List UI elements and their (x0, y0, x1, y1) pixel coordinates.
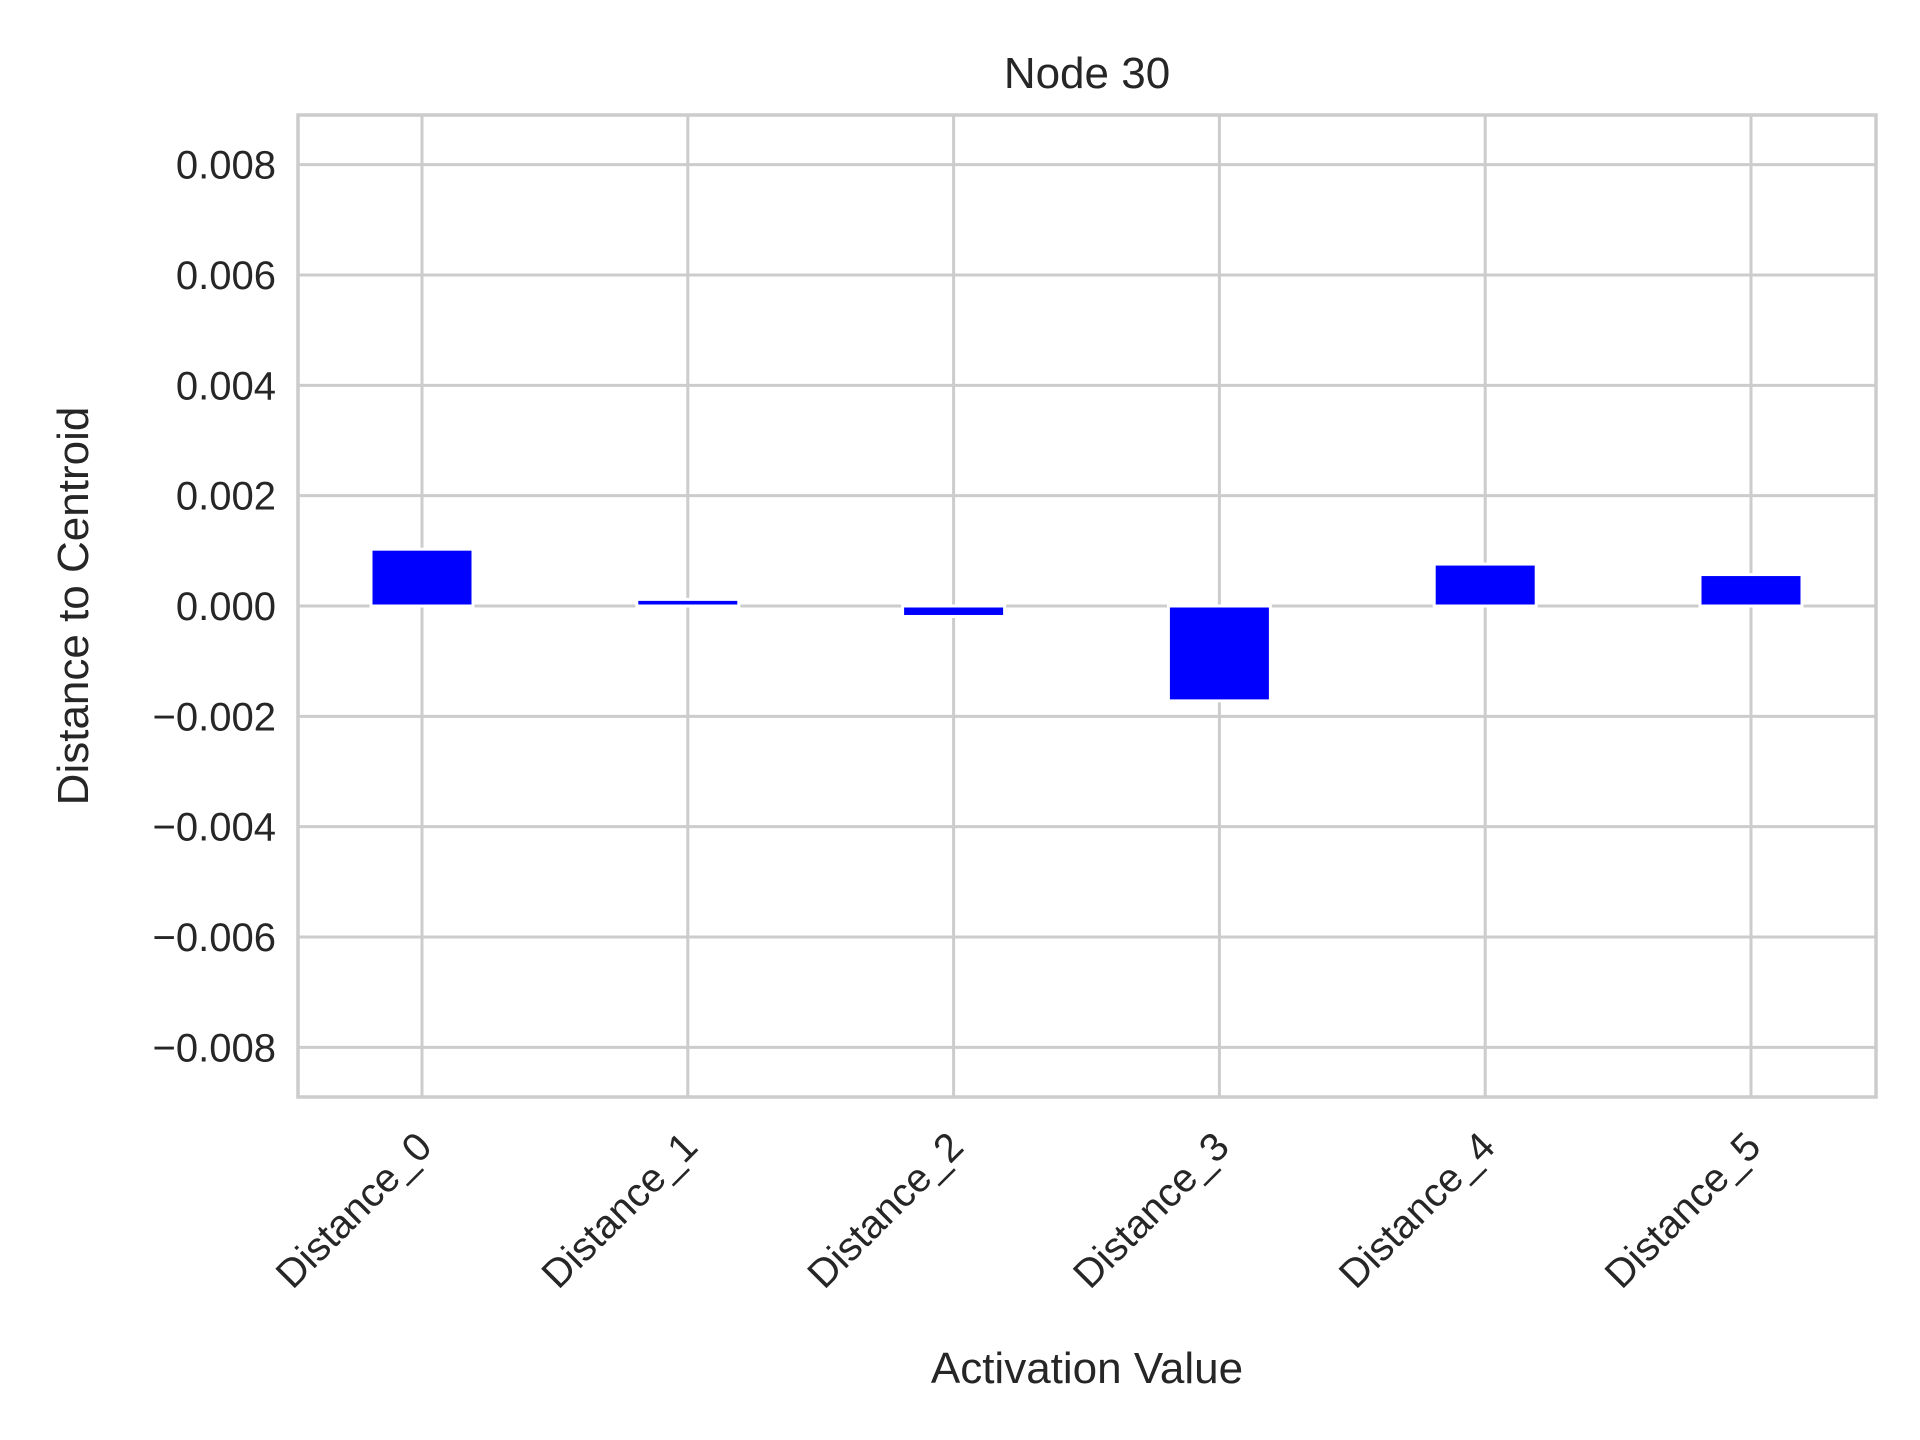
x-tick-label: Distance_3 (1065, 1124, 1238, 1297)
y-axis-title: Distance to Centroid (49, 407, 98, 806)
x-tick-label: Distance_1 (534, 1124, 707, 1297)
bar-layer (369, 547, 1804, 703)
plot-frame (296, 113, 1878, 1099)
chart-title: Node 30 (1004, 49, 1170, 98)
x-axis-title: Activation Value (931, 1344, 1243, 1393)
y-tick-label: 0.000 (176, 585, 276, 629)
y-tick-labels: 0.008 0.006 0.004 0.002 0.000 −0.002 −0.004 −0.… (153, 144, 276, 1071)
bar-distance-5 (1698, 573, 1804, 608)
y-tick-label: −0.002 (153, 695, 276, 739)
bar-distance-1 (635, 597, 741, 608)
x-tick-labels: Distance_0 Distance_1 Distance_2 Distance_3… (268, 1124, 1770, 1297)
x-tick-label: Distance_2 (799, 1124, 972, 1297)
y-tick-label: −0.004 (153, 806, 276, 850)
x-tick-label: Distance_5 (1597, 1124, 1770, 1297)
y-tick-label: −0.008 (153, 1026, 276, 1070)
bar-distance-3 (1166, 604, 1272, 703)
grid-layer (298, 115, 1876, 1097)
y-tick-label: −0.006 (153, 916, 276, 960)
y-tick-label: 0.006 (176, 254, 276, 298)
y-tick-label: 0.004 (176, 364, 276, 408)
bar-distance-4 (1432, 562, 1538, 608)
x-tick-label: Distance_4 (1331, 1124, 1504, 1297)
y-tick-label: 0.002 (176, 475, 276, 519)
x-tick-label: Distance_0 (268, 1124, 441, 1297)
bar-distance-2 (901, 604, 1007, 618)
y-tick-label: 0.008 (176, 144, 276, 188)
bar-distance-0 (369, 547, 475, 608)
